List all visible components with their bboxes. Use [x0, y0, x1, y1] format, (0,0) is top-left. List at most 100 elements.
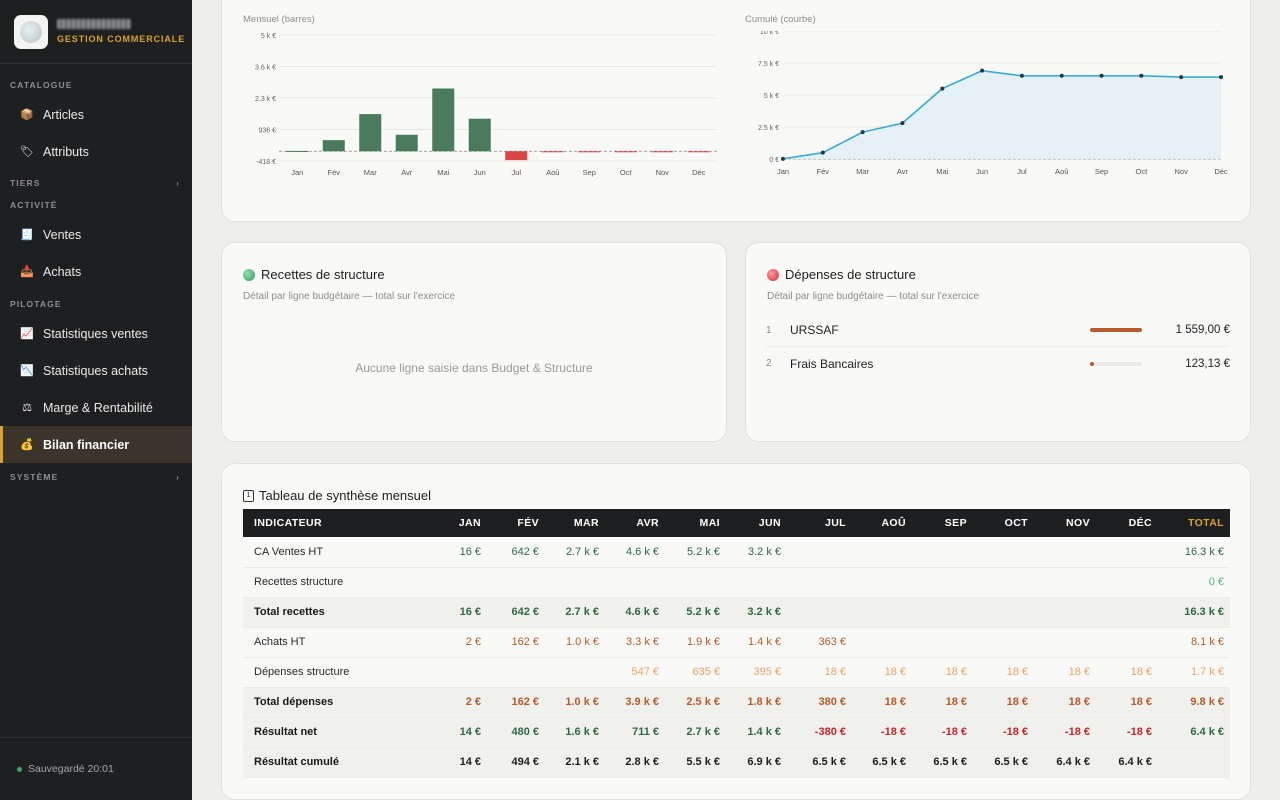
- table-cell: 18 €: [912, 687, 973, 718]
- expense-row[interactable]: 2 Frais Bancaires 123,13 €: [766, 356, 1230, 371]
- x-tick-label: Oct: [620, 168, 633, 177]
- cumulative-line-chart: 10 k € 7.5 k € 5 k € 2.5 k € 0 € Jan Fév Mar Avr…: [758, 31, 1228, 176]
- sidebar-item-stats-achats[interactable]: 📉 Statistiques achats: [20, 363, 148, 378]
- table-cell: 18 €: [1096, 657, 1158, 688]
- column-header-jun[interactable]: JUN: [726, 509, 787, 537]
- column-header-nov[interactable]: NOV: [1034, 509, 1096, 537]
- bar: [468, 118, 491, 152]
- data-point: [1099, 73, 1104, 78]
- table-cell: 2.7 k €: [545, 597, 605, 628]
- table-cell: 162 €: [487, 627, 545, 658]
- bar: [578, 151, 601, 153]
- bar: [286, 150, 309, 152]
- table-cell: 635 €: [665, 657, 726, 688]
- table-cell: 18 €: [1034, 687, 1096, 718]
- y-tick-label: 5 k €: [764, 93, 779, 100]
- table-cell: 2.5 k €: [665, 687, 726, 718]
- column-header-sep[interactable]: SEP: [912, 509, 973, 537]
- x-tick-label: Jul: [511, 168, 521, 177]
- table-cell: [1034, 537, 1096, 568]
- expense-row[interactable]: 1 URSSAF 1 559,00 €: [766, 314, 1230, 347]
- expense-bar: [1090, 328, 1142, 332]
- data-point: [820, 150, 825, 155]
- column-header-indicateur[interactable]: INDICATEUR: [243, 509, 433, 537]
- x-tick-label: Jul: [1017, 167, 1027, 176]
- monthly-bar-chart: 5 k € 3.6 k € 2.3 k € 936 € -418 € Jan Fév Mar A…: [255, 33, 717, 177]
- column-header-déc[interactable]: DÉC: [1096, 509, 1158, 537]
- data-point: [940, 86, 945, 91]
- table-cell: [1096, 567, 1158, 598]
- table-cell: [545, 567, 605, 598]
- table-cell: [787, 537, 852, 568]
- sidebar-item-marge[interactable]: ⚖ Marge & Rentabilité: [0, 389, 192, 426]
- nav-section-systeme[interactable]: SYSTÈME ›: [10, 472, 180, 482]
- table-cell: 6.5 k €: [787, 747, 852, 778]
- table-cell: 480 €: [487, 717, 545, 748]
- table-cell: [1034, 627, 1096, 658]
- red-dot-icon: [767, 268, 779, 281]
- nav-section-tiers[interactable]: TIERS ›: [10, 178, 180, 188]
- column-header-avr[interactable]: AVR: [605, 509, 665, 537]
- column-header-oct[interactable]: OCT: [973, 509, 1034, 537]
- row-label: Dépenses structure: [243, 657, 433, 688]
- table-cell: 5.2 k €: [665, 597, 726, 628]
- table-cell: [912, 537, 973, 568]
- sidebar-item-bilan[interactable]: 💰 Bilan financier: [0, 426, 192, 463]
- data-point: [781, 156, 785, 161]
- data-point: [900, 121, 905, 126]
- sidebar-item-stats-ventes[interactable]: 📈 Statistiques ventes: [20, 326, 148, 341]
- app-logo: [14, 14, 48, 49]
- table-cell: [973, 567, 1034, 598]
- table-cell: 18 €: [973, 687, 1034, 718]
- bar: [395, 134, 418, 152]
- data-point: [1179, 75, 1184, 80]
- table-cell: 9.8 k €: [1158, 687, 1230, 718]
- table-cell: [852, 597, 912, 628]
- table-cell: 2 €: [433, 627, 487, 658]
- column-header-total[interactable]: TOTAL: [1158, 509, 1230, 537]
- receipt-icon: 🧾: [20, 229, 34, 241]
- table-cell: [1096, 627, 1158, 658]
- brand[interactable]: GESTION COMMERCIALE: [0, 0, 192, 64]
- x-tick-label: Jun: [474, 168, 486, 177]
- table-cell: 711 €: [605, 717, 665, 748]
- chevron-right-icon: ›: [176, 472, 180, 482]
- table-cell: [1034, 567, 1096, 598]
- table-row: Recettes structure 0 €: [243, 567, 1230, 598]
- x-tick-label: Fév: [817, 167, 830, 176]
- monthly-chart-label: Mensuel (barres): [243, 14, 315, 25]
- column-header-jul[interactable]: JUL: [787, 509, 852, 537]
- table-cell: 363 €: [787, 627, 852, 658]
- data-point: [1219, 75, 1223, 80]
- sidebar-item-attributs[interactable]: 🏷 Attributs: [20, 144, 89, 159]
- table-cell: 14 €: [433, 747, 487, 778]
- table-cell: 3.9 k €: [605, 687, 665, 718]
- table-cell: 4.6 k €: [605, 597, 665, 628]
- x-tick-label: Sep: [583, 168, 596, 177]
- table-row: Achats HT 2 €162 €1.0 k €3.3 k €1.9 k €1.…: [243, 627, 1230, 658]
- x-tick-label: Oct: [1136, 167, 1149, 176]
- data-point: [980, 68, 985, 73]
- x-tick-label: Aoû: [1055, 167, 1068, 176]
- sidebar-item-articles[interactable]: 📦 Articles: [20, 107, 84, 122]
- cumulative-line: [782, 69, 1221, 160]
- column-header-mai[interactable]: MAI: [665, 509, 726, 537]
- column-header-jan[interactable]: JAN: [433, 509, 487, 537]
- sidebar-item-achats[interactable]: 📥 Achats: [20, 264, 82, 279]
- row-label: Total dépenses: [243, 687, 433, 718]
- table-cell: [852, 537, 912, 568]
- table-cell: 5.5 k €: [665, 747, 726, 778]
- table-cell: [665, 567, 726, 598]
- column-header-mar[interactable]: MAR: [545, 509, 605, 537]
- table-cell: 1.8 k €: [726, 687, 787, 718]
- table-cell: [433, 567, 487, 598]
- expense-bar-fill: [1090, 361, 1095, 366]
- column-header-fév[interactable]: FÉV: [487, 509, 545, 537]
- column-header-aoû[interactable]: AOÛ: [852, 509, 912, 537]
- data-point: [860, 130, 865, 135]
- brand-subtitle: GESTION COMMERCIALE: [57, 34, 186, 44]
- sidebar-item-ventes[interactable]: 🧾 Ventes: [20, 227, 82, 242]
- x-tick-label: Avr: [897, 167, 909, 176]
- nav-section-pilotage: PILOTAGE: [10, 299, 62, 309]
- table-cell: 6.4 k €: [1034, 747, 1096, 778]
